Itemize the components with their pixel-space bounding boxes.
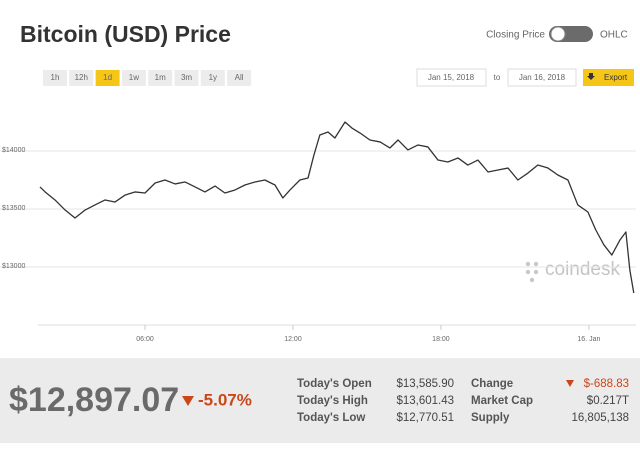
x-tick-label: 18:00 bbox=[432, 336, 450, 343]
export-button[interactable]: Export bbox=[583, 69, 634, 86]
stat-value: $-688.83 bbox=[584, 378, 629, 390]
date-input[interactable] bbox=[416, 68, 487, 87]
price: $12,897.07 bbox=[9, 381, 179, 419]
x-tick-label: 12:00 bbox=[284, 336, 302, 343]
range-button[interactable]: 1d bbox=[95, 70, 120, 86]
stat-label: Supply bbox=[471, 412, 510, 424]
stats: Today's Open $13,585.90 Today's High $13,60… bbox=[297, 378, 629, 424]
button-bg bbox=[174, 70, 199, 86]
stat-value: $13,585.90 bbox=[396, 378, 454, 390]
range-button[interactable]: 12h bbox=[69, 70, 94, 86]
export-text: Export bbox=[604, 73, 628, 82]
range-button[interactable]: 1y bbox=[200, 70, 225, 86]
button-bg bbox=[43, 70, 67, 86]
button-text: 1h bbox=[51, 73, 60, 82]
to-label: to bbox=[494, 73, 501, 82]
range-button[interactable]: 1w bbox=[121, 70, 146, 86]
down-arrow bbox=[182, 396, 194, 406]
button-bg bbox=[121, 70, 146, 86]
summary-panel bbox=[0, 358, 640, 443]
button-bg bbox=[200, 70, 225, 86]
button-bg bbox=[227, 70, 252, 86]
logo-dot bbox=[525, 269, 531, 275]
button-text: All bbox=[235, 73, 244, 82]
logo-dot bbox=[533, 261, 539, 267]
toggle-switch[interactable] bbox=[549, 26, 593, 42]
logo-dot bbox=[533, 269, 539, 275]
range-button[interactable]: 1m bbox=[148, 70, 173, 86]
switch-knob bbox=[550, 26, 566, 42]
button-text: 3m bbox=[181, 73, 192, 82]
export-bg bbox=[583, 69, 634, 86]
watermark: coindesk bbox=[545, 259, 620, 280]
export-icon bbox=[587, 73, 595, 80]
logo-dot bbox=[525, 261, 531, 267]
change-percent: -5.07% bbox=[198, 390, 252, 409]
x-tick-label: 16. Jan bbox=[577, 336, 600, 343]
title: Bitcoin (USD) Price bbox=[20, 21, 231, 47]
button-text: 1w bbox=[129, 73, 139, 82]
button-text: 1d bbox=[103, 73, 112, 82]
date-text: Jan 16, 2018 bbox=[519, 73, 566, 82]
down-arrow bbox=[566, 380, 574, 387]
stat-label: Today's High bbox=[297, 395, 368, 407]
toggle-label: Closing Price bbox=[486, 30, 545, 41]
logo-dot bbox=[529, 277, 535, 283]
stat-label: Change bbox=[471, 378, 513, 390]
range-buttons: 1h 12h 1d 1w 1m 3m 1y All bbox=[43, 70, 252, 86]
stat-value: $0.217T bbox=[587, 395, 629, 407]
y-tick-label: $13000 bbox=[2, 263, 25, 270]
range-button[interactable]: 3m bbox=[174, 70, 199, 86]
x-tick-label: 06:00 bbox=[136, 336, 154, 343]
stat-value: $12,770.51 bbox=[396, 412, 454, 424]
button-bg bbox=[148, 70, 173, 86]
stat-value: $13,601.43 bbox=[396, 395, 454, 407]
toggle-label: OHLC bbox=[600, 30, 628, 41]
button-text: 1y bbox=[209, 73, 217, 82]
stat-label: Today's Open bbox=[297, 378, 372, 390]
stat-label: Market Cap bbox=[471, 395, 533, 407]
button-bg bbox=[95, 70, 120, 86]
button-bg bbox=[69, 70, 94, 86]
range-button[interactable]: 1h bbox=[43, 70, 67, 86]
chart: coindesk $13000 $13500 $14000 06:00 12:00 18:… bbox=[0, 121, 636, 343]
y-tick-label: $13500 bbox=[2, 205, 25, 212]
date-text: Jan 15, 2018 bbox=[428, 73, 475, 82]
stat-label: Today's Low bbox=[297, 412, 365, 424]
range-button[interactable]: All bbox=[227, 70, 252, 86]
y-tick-label: $14000 bbox=[2, 147, 25, 154]
stat-value: 16,805,138 bbox=[571, 412, 629, 424]
button-text: 12h bbox=[75, 73, 88, 82]
price-line bbox=[39, 121, 635, 294]
button-text: 1m bbox=[155, 73, 166, 82]
date-input[interactable] bbox=[507, 68, 577, 87]
